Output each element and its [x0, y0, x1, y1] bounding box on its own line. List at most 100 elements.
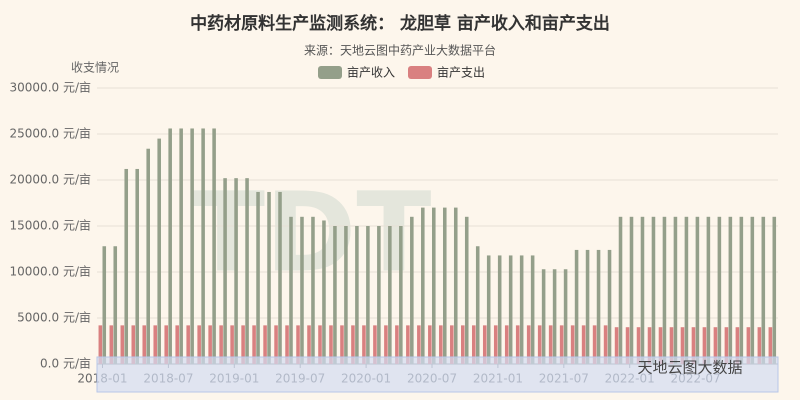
bar	[629, 216, 634, 364]
bar	[175, 325, 179, 364]
bar	[530, 255, 535, 364]
data-zoom-slider[interactable]	[96, 356, 779, 393]
bar	[223, 178, 227, 364]
bar	[585, 249, 590, 364]
bar	[607, 249, 612, 364]
chart-title: 中药材原料生产监测系统： 龙胆草 亩产收入和亩产支出	[190, 13, 610, 34]
bar	[486, 255, 491, 364]
bar	[377, 226, 381, 364]
bar	[146, 148, 150, 364]
bar	[245, 178, 249, 364]
bar	[603, 325, 608, 364]
bar	[717, 216, 722, 364]
bar	[197, 325, 201, 364]
bar	[559, 325, 564, 364]
bar	[366, 226, 370, 364]
bar	[728, 216, 733, 364]
bar	[614, 327, 619, 364]
bar	[735, 327, 740, 364]
bar	[120, 325, 125, 364]
bar	[135, 168, 140, 364]
bar	[252, 325, 256, 364]
bar	[168, 128, 172, 364]
y-tick-label: 0.0 元/亩	[40, 356, 91, 371]
bar	[417, 325, 421, 364]
bar	[548, 325, 553, 364]
bar	[706, 216, 711, 364]
bar	[761, 216, 766, 364]
bar	[164, 325, 168, 364]
bar	[333, 226, 337, 364]
bar	[351, 325, 355, 364]
bar	[746, 327, 751, 364]
bar	[157, 138, 161, 364]
bar	[673, 216, 678, 364]
legend: 亩产收入 亩产支出	[318, 65, 485, 80]
bar	[190, 128, 194, 364]
bar	[552, 269, 557, 364]
chart-subtitle: 来源：天地云图中药产业大数据平台	[304, 43, 496, 58]
bar	[574, 249, 579, 364]
bar	[592, 325, 597, 364]
bar	[497, 255, 502, 364]
bar	[131, 325, 136, 364]
bar	[267, 191, 271, 364]
bar	[186, 325, 190, 364]
bar	[651, 216, 656, 364]
bar	[318, 325, 322, 364]
bar	[750, 216, 755, 364]
bar	[234, 178, 238, 364]
bar	[515, 325, 520, 364]
bar	[461, 325, 465, 364]
bar	[464, 216, 469, 364]
bar	[410, 216, 414, 364]
bar	[289, 216, 293, 364]
bar	[263, 325, 267, 364]
y-tick-label: 10000.0 元/亩	[10, 264, 91, 279]
bar	[406, 325, 410, 364]
y-tick-label: 25000.0 元/亩	[10, 126, 91, 141]
bar	[384, 325, 388, 364]
bar	[300, 216, 304, 364]
bar	[596, 249, 601, 364]
legend-label: 亩产支出	[437, 65, 485, 80]
legend-label: 亩产收入	[347, 65, 395, 80]
bar	[179, 128, 183, 364]
bar	[636, 327, 641, 364]
bar	[724, 327, 729, 364]
legend-swatch	[318, 66, 342, 79]
bar	[563, 269, 568, 364]
bar	[739, 216, 744, 364]
y-axis-label: 收支情况	[71, 61, 119, 75]
bar	[344, 226, 348, 364]
bar	[475, 246, 480, 364]
bar	[662, 216, 667, 364]
bar	[373, 325, 377, 364]
bar	[201, 128, 205, 364]
bar	[625, 327, 630, 364]
bar	[658, 327, 663, 364]
bar	[322, 220, 326, 364]
bar	[768, 327, 773, 364]
bar	[450, 325, 454, 364]
legend-swatch	[408, 66, 432, 79]
bar	[285, 325, 289, 364]
bar	[153, 325, 158, 364]
bar	[519, 255, 524, 364]
bar	[508, 255, 513, 364]
bar	[618, 216, 623, 364]
bar	[570, 325, 575, 364]
bar	[395, 325, 399, 364]
bar	[482, 325, 487, 364]
bar	[362, 325, 366, 364]
bar	[124, 168, 129, 364]
y-tick-label: 30000.0 元/亩	[10, 80, 91, 95]
bar	[691, 327, 696, 364]
bar	[274, 325, 278, 364]
bar	[113, 246, 118, 364]
bar	[772, 216, 777, 364]
bar	[311, 216, 315, 364]
bar	[241, 325, 245, 364]
bar	[713, 327, 718, 364]
